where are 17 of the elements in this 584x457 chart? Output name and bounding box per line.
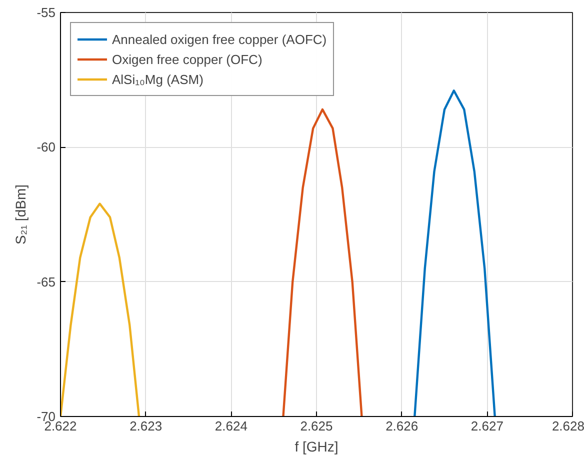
legend-label: Oxigen free copper (OFC) (112, 52, 262, 66)
y-tick-label: -55 (36, 5, 56, 20)
line-series (282, 108, 363, 416)
x-tick-label: 2.624 (214, 418, 248, 434)
line-series (414, 90, 496, 416)
x-axis-title: f [GHz] (294, 438, 338, 454)
x-tick-label: 2.627 (470, 418, 504, 434)
y-tick-label: -65 (36, 274, 56, 290)
x-tick-label: 2.628 (552, 418, 584, 434)
legend-label: Annealed oxigen free copper (AOFC) (112, 32, 327, 46)
legend-label: AlSi₁₀Mg (ASM) (112, 72, 204, 86)
y-axis-title: S₂₁ [dBm] (12, 184, 29, 244)
y-tick-label: -60 (36, 140, 56, 155)
x-tick-label: 2.626 (386, 418, 418, 434)
x-tick-label: 2.625 (300, 418, 333, 434)
line-series (60, 202, 140, 416)
x-tick-label: 2.623 (130, 418, 162, 434)
